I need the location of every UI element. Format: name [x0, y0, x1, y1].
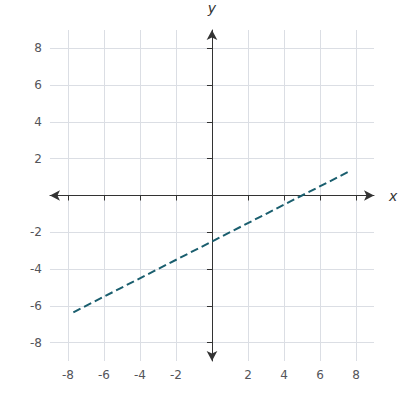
svg-text:2: 2	[244, 368, 252, 382]
svg-text:-8: -8	[62, 368, 74, 382]
svg-text:-8: -8	[30, 336, 42, 350]
svg-text:-6: -6	[30, 299, 42, 313]
svg-text:6: 6	[316, 368, 324, 382]
svg-text:x: x	[388, 188, 398, 204]
svg-text:-2: -2	[30, 225, 42, 239]
svg-text:4: 4	[34, 115, 42, 129]
svg-text:-4: -4	[134, 368, 146, 382]
svg-text:-6: -6	[98, 368, 110, 382]
svg-text:2: 2	[34, 152, 42, 166]
svg-text:y: y	[207, 0, 217, 16]
svg-text:-4: -4	[30, 262, 42, 276]
svg-text:6: 6	[34, 78, 42, 92]
svg-text:8: 8	[352, 368, 360, 382]
svg-text:4: 4	[280, 368, 288, 382]
svg-text:8: 8	[34, 41, 42, 55]
svg-text:-2: -2	[170, 368, 182, 382]
